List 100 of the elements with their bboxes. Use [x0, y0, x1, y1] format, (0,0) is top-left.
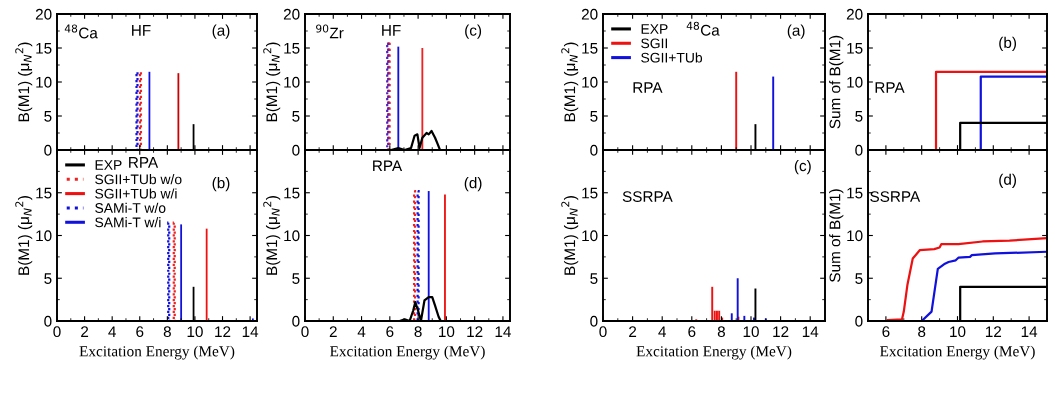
annotation: HF: [132, 25, 151, 36]
annotation: SSRPA: [622, 191, 673, 202]
x-tick-label: 2: [81, 326, 89, 337]
annotation: $^{48}$Ca: [64, 24, 98, 39]
x-tick-label: 14: [495, 326, 511, 337]
x-tick-label: 6: [688, 326, 696, 338]
x-tick-label: 6: [136, 326, 144, 338]
y-tick-label: 0: [590, 315, 598, 327]
y-tick-label: 20: [581, 8, 598, 20]
x-tick-label: 6: [386, 326, 394, 338]
y-tick-label: 15: [582, 187, 598, 199]
y-tick-label: 0: [292, 144, 300, 156]
y-tick-label: 15: [284, 187, 300, 199]
x-tick-label: 14: [802, 326, 819, 337]
y-tick-label: 10: [284, 230, 300, 242]
y-tick-label: 10: [36, 76, 52, 88]
annotation: (d): [999, 173, 1017, 188]
y-axis-title: B(M1) (μ$_{N}$$^{2}$): [15, 196, 33, 275]
x-tick-label: 10: [950, 326, 966, 338]
x-tick-label: 0: [599, 326, 607, 338]
x-axis-title: Excitation Energy (MeV): [880, 345, 1035, 360]
y-axis-title: B(M1) (μ$_{N}$$^{2}$): [561, 42, 579, 122]
x-tick-label: 10: [187, 326, 203, 338]
y-tick-label: 0: [590, 144, 598, 156]
y-tick-label: 10: [582, 230, 598, 242]
y-tick-label: 10: [847, 230, 863, 242]
x-tick-label: 14: [242, 326, 259, 337]
y-tick-label: 15: [36, 43, 52, 54]
x-axis-title: Excitation Energy (MeV): [79, 345, 235, 360]
y-axis-title: Sum of B(M1): [829, 189, 844, 282]
x-tick-label: 14: [1021, 326, 1038, 337]
x-tick-label: 12: [985, 326, 1002, 337]
y-tick-label: 5: [855, 273, 863, 284]
legend-label: EXP: [95, 160, 122, 170]
y-tick-label: 0: [44, 315, 52, 327]
x-tick-label: 8: [414, 326, 422, 338]
y-tick-label: 20: [35, 8, 52, 20]
x-axis-title: Excitation Energy (MeV): [636, 345, 792, 360]
y-axis-title: B(M1) (μ$_{N}$$^{2}$): [561, 196, 579, 275]
y-tick-label: 10: [582, 76, 598, 88]
annotation: $^{48}$Ca: [686, 21, 720, 36]
y-tick-label: 15: [284, 43, 300, 54]
annotation: $^{90}$Zr: [316, 24, 344, 39]
annotation: RPA: [875, 82, 905, 93]
y-tick-label: 10: [847, 76, 863, 88]
y-tick-label: 5: [292, 111, 300, 122]
annotation: RPA: [633, 82, 663, 93]
y-tick-label: 20: [846, 8, 863, 20]
x-axis-title: Excitation Energy (MeV): [330, 345, 485, 360]
annotation: (d): [464, 177, 482, 192]
legend-label: SGII: [641, 38, 667, 49]
x-tick-label: 12: [215, 326, 231, 337]
x-tick-label: 2: [629, 326, 637, 337]
y-tick-label: 5: [44, 111, 52, 122]
annotation: HF: [382, 25, 401, 36]
y-tick-label: 5: [590, 111, 598, 122]
x-tick-label: 6: [882, 326, 890, 338]
x-tick-label: 10: [439, 326, 455, 338]
annotation: SSRPA: [870, 191, 921, 202]
y-tick-label: 5: [590, 273, 598, 284]
y-tick-label: 20: [283, 8, 300, 20]
legend-label: SGII+TUb w/o: [95, 174, 182, 185]
annotation: (a): [787, 24, 805, 39]
x-tick-label: 8: [163, 326, 171, 338]
annotation: (c): [794, 159, 811, 175]
legend-label: SAMi-T w/i: [95, 217, 161, 228]
y-tick-label: 15: [847, 187, 863, 199]
annotation: (b): [999, 36, 1017, 52]
x-tick-label: 4: [357, 326, 366, 337]
legend-label: SAMi-T w/o: [95, 202, 166, 213]
y-axis-title: B(M1) (μ$_{N}$$^{2}$): [15, 42, 33, 122]
legend-label: SGII+TUb w/i: [95, 188, 177, 199]
x-tick-label: 10: [743, 326, 759, 338]
y-tick-label: 15: [36, 187, 52, 199]
x-tick-label: 12: [467, 326, 483, 337]
y-tick-label: 10: [36, 230, 52, 242]
y-tick-label: 10: [284, 76, 300, 88]
annotation: (c): [465, 24, 482, 39]
y-tick-label: 0: [292, 315, 300, 327]
x-tick-label: 0: [301, 326, 309, 338]
y-tick-label: 15: [582, 43, 598, 54]
y-axis-title: B(M1) (μ$_{N}$$^{2}$): [263, 196, 281, 275]
y-tick-label: 5: [855, 111, 863, 122]
annotation: RPA: [129, 157, 159, 168]
x-tick-label: 8: [717, 326, 725, 338]
legend-label: EXP: [641, 24, 668, 34]
x-tick-label: 0: [53, 326, 61, 338]
y-tick-label: 5: [44, 273, 52, 284]
y-tick-label: 0: [855, 144, 863, 156]
y-axis-title: B(M1) (μ$_{N}$$^{2}$): [263, 42, 281, 122]
annotation: (a): [212, 24, 230, 39]
x-tick-label: 8: [918, 326, 926, 338]
y-tick-label: 15: [847, 43, 863, 54]
annotation: RPA: [373, 160, 403, 172]
x-tick-label: 4: [658, 326, 666, 337]
y-axis-title: Sum of B(M1): [829, 35, 844, 129]
y-tick-label: 5: [292, 273, 300, 284]
y-tick-label: 0: [855, 315, 863, 327]
x-tick-label: 12: [773, 326, 789, 337]
y-tick-label: 0: [44, 144, 52, 156]
